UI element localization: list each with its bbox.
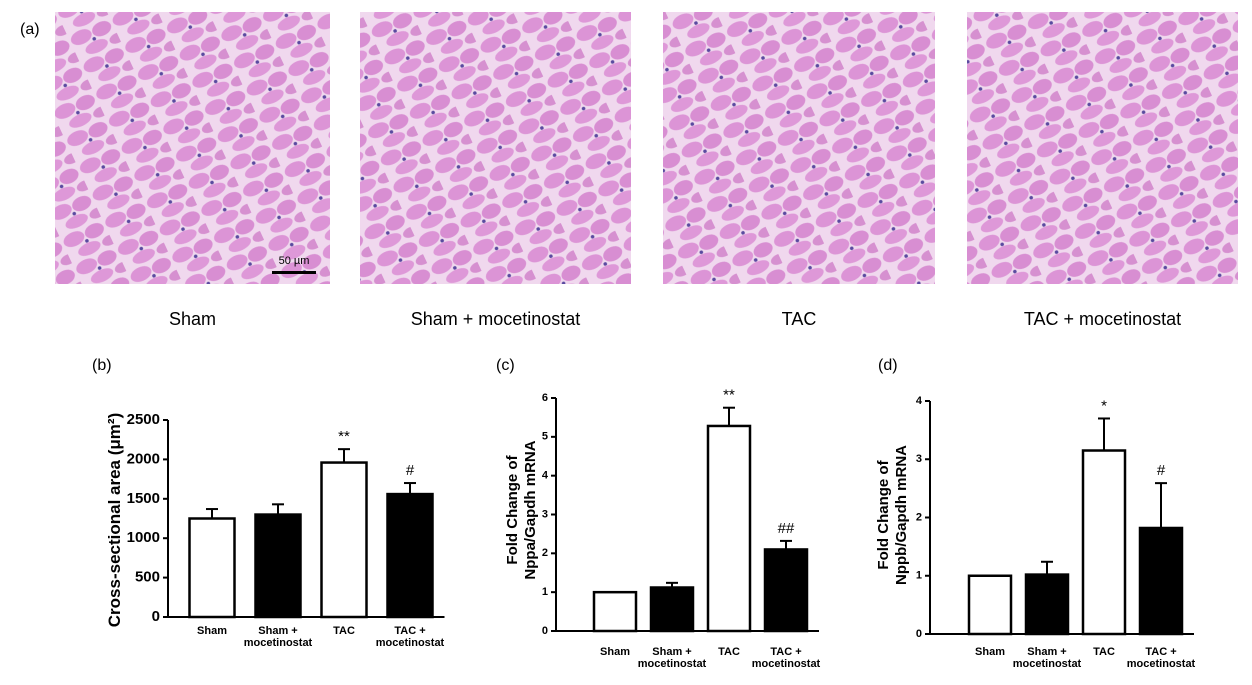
panel-label: (a) bbox=[20, 21, 40, 38]
x-tick-label: Sham + mocetinostat bbox=[1012, 646, 1082, 670]
significance-label: * bbox=[1101, 397, 1107, 414]
image-caption: TAC + mocetinostat bbox=[1024, 309, 1181, 329]
significance-label: ** bbox=[338, 428, 350, 445]
x-tick-label: Sham + mocetinostat bbox=[243, 625, 313, 649]
y-axis-label: Cross-sectional area (μm²) bbox=[105, 412, 124, 628]
histology-image bbox=[663, 12, 935, 284]
x-tick-label: TAC bbox=[1093, 646, 1115, 658]
bar bbox=[386, 492, 434, 619]
bar bbox=[1138, 526, 1184, 636]
x-tick-label: Sham bbox=[197, 625, 227, 637]
histology-image bbox=[360, 12, 631, 284]
image-caption: Sham + mocetinostat bbox=[411, 309, 581, 329]
x-tick-label: TAC + mocetinostat bbox=[375, 625, 445, 649]
y-tick-label: 4 bbox=[916, 395, 923, 407]
histology-image bbox=[55, 12, 330, 284]
chart-label: (c) bbox=[496, 357, 515, 374]
bar bbox=[592, 590, 638, 633]
significance-label: ** bbox=[723, 387, 735, 404]
y-tick-label: 3 bbox=[916, 453, 922, 465]
x-tick-label: Sham bbox=[975, 646, 1005, 658]
chart-label: (d) bbox=[878, 357, 898, 374]
y-tick-label: 4 bbox=[542, 470, 549, 482]
y-tick-label: 2000 bbox=[127, 450, 160, 467]
scale-bar-label: 50 µm bbox=[279, 255, 310, 267]
bar bbox=[706, 424, 752, 633]
y-tick-label: 3 bbox=[542, 508, 548, 520]
y-tick-label: 0 bbox=[542, 625, 548, 637]
x-tick-label: TAC bbox=[718, 646, 740, 658]
bar bbox=[188, 517, 236, 619]
bar bbox=[967, 574, 1013, 636]
significance-label: # bbox=[406, 462, 415, 479]
scale-bar bbox=[272, 271, 316, 274]
bar bbox=[254, 513, 302, 619]
bar bbox=[649, 586, 695, 633]
bar bbox=[1024, 573, 1070, 636]
y-tick-label: 1000 bbox=[127, 529, 160, 546]
significance-label: ## bbox=[778, 520, 795, 537]
bar bbox=[763, 548, 809, 633]
histology-image bbox=[967, 12, 1238, 284]
y-tick-label: 1500 bbox=[127, 490, 160, 507]
x-tick-label: Sham + mocetinostat bbox=[637, 646, 707, 670]
y-tick-label: 2500 bbox=[127, 411, 160, 428]
y-tick-label: 2 bbox=[916, 511, 922, 523]
y-tick-label: 6 bbox=[542, 392, 548, 404]
y-tick-label: 5 bbox=[542, 431, 548, 443]
bar bbox=[320, 461, 368, 619]
significance-label: # bbox=[1157, 462, 1166, 479]
y-axis-label: Fold Change of Nppb/Gapdh mRNA bbox=[875, 445, 910, 585]
image-caption: Sham bbox=[169, 309, 216, 329]
y-tick-label: 1 bbox=[542, 586, 548, 598]
y-tick-label: 0 bbox=[152, 608, 160, 625]
chart-label: (b) bbox=[92, 357, 112, 374]
x-tick-label: Sham bbox=[600, 646, 630, 658]
y-tick-label: 1 bbox=[916, 570, 922, 582]
y-tick-label: 2 bbox=[542, 547, 548, 559]
image-caption: TAC bbox=[782, 309, 817, 329]
y-axis-label: Fold Change of Nppa/Gapdh mRNA bbox=[504, 440, 539, 580]
x-tick-label: TAC bbox=[333, 625, 355, 637]
y-tick-label: 500 bbox=[135, 569, 160, 586]
x-tick-label: TAC + mocetinostat bbox=[1126, 646, 1196, 670]
bar bbox=[1081, 449, 1127, 636]
x-tick-label: TAC + mocetinostat bbox=[751, 646, 821, 670]
y-tick-label: 0 bbox=[916, 628, 922, 640]
